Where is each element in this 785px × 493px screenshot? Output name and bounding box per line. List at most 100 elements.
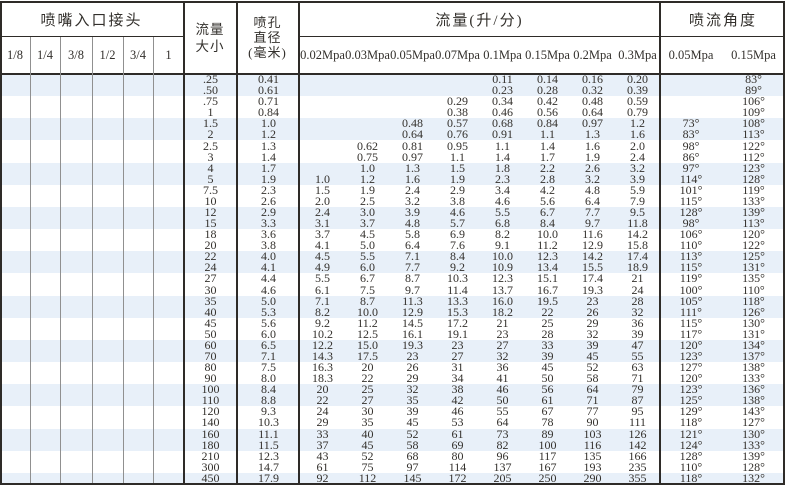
flow-rate-value: 14.2 [627,227,648,242]
flow-rate-value: 3.4 [495,182,510,197]
flow-size-value: 2 [207,127,214,142]
flow-rate-value: 6.1 [315,282,330,297]
flow-rate-value: 18.3 [312,371,333,386]
table-row: 3 1.4 0.75 0.97 1.1 1.4 1.7 1.9 2.4 86° 112° [0,149,785,164]
flow-rate-header-title: 流量(升/分) [435,12,524,29]
flow-rate-value: 9.7 [585,216,600,231]
flow-rate-value: 71 [631,371,644,386]
flow-rate-value: 8.4 [450,249,465,264]
orifice-diameter-value: 1.2 [261,127,276,142]
flow-rate-value: 7.1 [405,249,420,264]
flow-rate-value: 22 [361,371,374,386]
flow-rate-value: 0.39 [627,83,648,98]
flow-rate-value: 5.9 [630,182,645,197]
flow-rate-value: 12.2 [312,337,333,352]
flow-size-value: 50 [204,326,217,341]
connector-size-label: 3/4 [130,47,146,62]
flow-rate-value: 12.9 [402,304,423,319]
flow-size-value: 3 [207,149,214,164]
flow-rate-value: 36 [496,360,509,375]
left-border-line [0,1,2,485]
spray-angle-value: 123° [679,382,703,397]
flow-size-value: 100 [201,382,220,397]
flow-rate-value: 13.4 [537,260,558,275]
flow-rate-value: 3.1 [315,216,330,231]
flow-rate-value: 30 [361,404,374,419]
flow-size-value: 70 [204,348,217,363]
flow-rate-value: 1.6 [405,171,420,186]
flow-rate-value: 37 [316,437,329,452]
orifice-diameter-value: 2.3 [261,182,276,197]
pressure-label: 0.15Mpa [525,47,570,62]
flow-rate-value: 56 [541,382,554,397]
flow-rate-value: 68 [406,448,419,463]
spray-angle-value: 118° [679,415,703,430]
flow-rate-value: 12.3 [537,249,558,264]
flow-rate-value: 193 [583,459,602,474]
spray-angle-value: 133° [742,437,765,452]
flow-rate-value: 89 [541,426,554,441]
flow-rate-value: 117 [538,448,557,463]
orifice-diameter-value: 4.6 [261,282,276,297]
spray-angle-value: 124° [679,437,703,452]
flow-rate-value: 17.4 [582,271,603,286]
flow-rate-value: 95 [631,404,644,419]
flow-rate-value: 6.8 [495,216,510,231]
spray-angle-value: 128° [679,448,703,463]
table-row: 45 5.6 9.2 11.2 14.5 17.2 21 25 29 36 115° 130° [0,315,785,330]
table-row: 30 4.6 6.1 7.5 9.7 11.4 13.7 16.7 19.3 24 100° 110° [0,282,785,297]
spray-angle-value: 128° [742,171,765,186]
orifice-diameter-value: 1.3 [261,138,276,153]
spray-angle-value: 113° [742,216,765,231]
orifice-diameter-value: 11.1 [258,426,279,441]
flow-size-value: .75 [203,94,218,109]
flow-rate-value: 29 [406,371,419,386]
flow-rate-value: 39 [631,326,644,341]
flow-rate-value: 18.2 [492,304,513,319]
flow-size-value: 110 [201,393,220,408]
flow-rate-value: 43 [316,448,329,463]
header-bottom-line [0,73,785,75]
spray-angle-value: 134° [742,337,765,352]
flow-rate-value: 29 [316,415,329,430]
flow-rate-value: 0.64 [582,105,603,120]
spray-angle-value: 131° [742,260,765,275]
flow-rate-value: 14.5 [402,315,423,330]
spray-angle-value: 108° [742,116,765,131]
flow-rate-value: 0.62 [357,138,378,153]
spray-angle-value: 83° [682,127,700,142]
flow-size-header-line1: 流量 [195,21,225,37]
flow-rate-value: 4.6 [495,193,510,208]
flow-rate-value: 11.2 [537,238,558,253]
flow-rate-value: 46 [496,382,509,397]
flow-rate-value: 6.4 [405,238,420,253]
flow-rate-value: 32 [406,382,419,397]
column-divider [153,37,154,483]
flow-rate-value: 5.5 [495,204,510,219]
flow-rate-value: 16.3 [312,360,333,375]
flow-rate-value: 32 [586,326,599,341]
flow-rate-value: 92 [316,470,329,485]
flow-rate-value: 0.91 [492,127,513,142]
table-row: 300 14.7 61 75 97 114 137 167 193 235 110° 128° [0,459,785,474]
spray-angle-value: 100° [679,282,703,297]
table-row: 7.5 2.3 1.5 1.9 2.4 2.9 3.4 4.2 4.8 5.9 101° 119° [0,182,785,197]
flow-rate-value: 39 [586,337,599,352]
flow-rate-value: 22 [316,393,329,408]
flow-rate-value: 205 [493,470,512,485]
flow-rate-value: 28 [631,293,644,308]
flow-rate-value: 1.1 [495,138,510,153]
flow-rate-value: 46 [451,404,464,419]
flow-rate-value: 4.5 [360,227,375,242]
flow-rate-value: 27 [361,393,374,408]
flow-rate-value: 4.2 [540,182,555,197]
flow-rate-value: 0.81 [402,138,423,153]
column-divider [30,37,31,483]
table-row: 15 3.3 3.1 3.7 4.8 5.7 6.8 8.4 9.7 11.8 98° 113° [0,216,785,231]
flow-rate-value: 166 [628,448,647,463]
flow-rate-value: 0.32 [582,83,603,98]
flow-rate-value: 69 [451,437,464,452]
pressure-label: 0.07Mpa [435,47,480,62]
flow-rate-value: 58 [406,437,419,452]
